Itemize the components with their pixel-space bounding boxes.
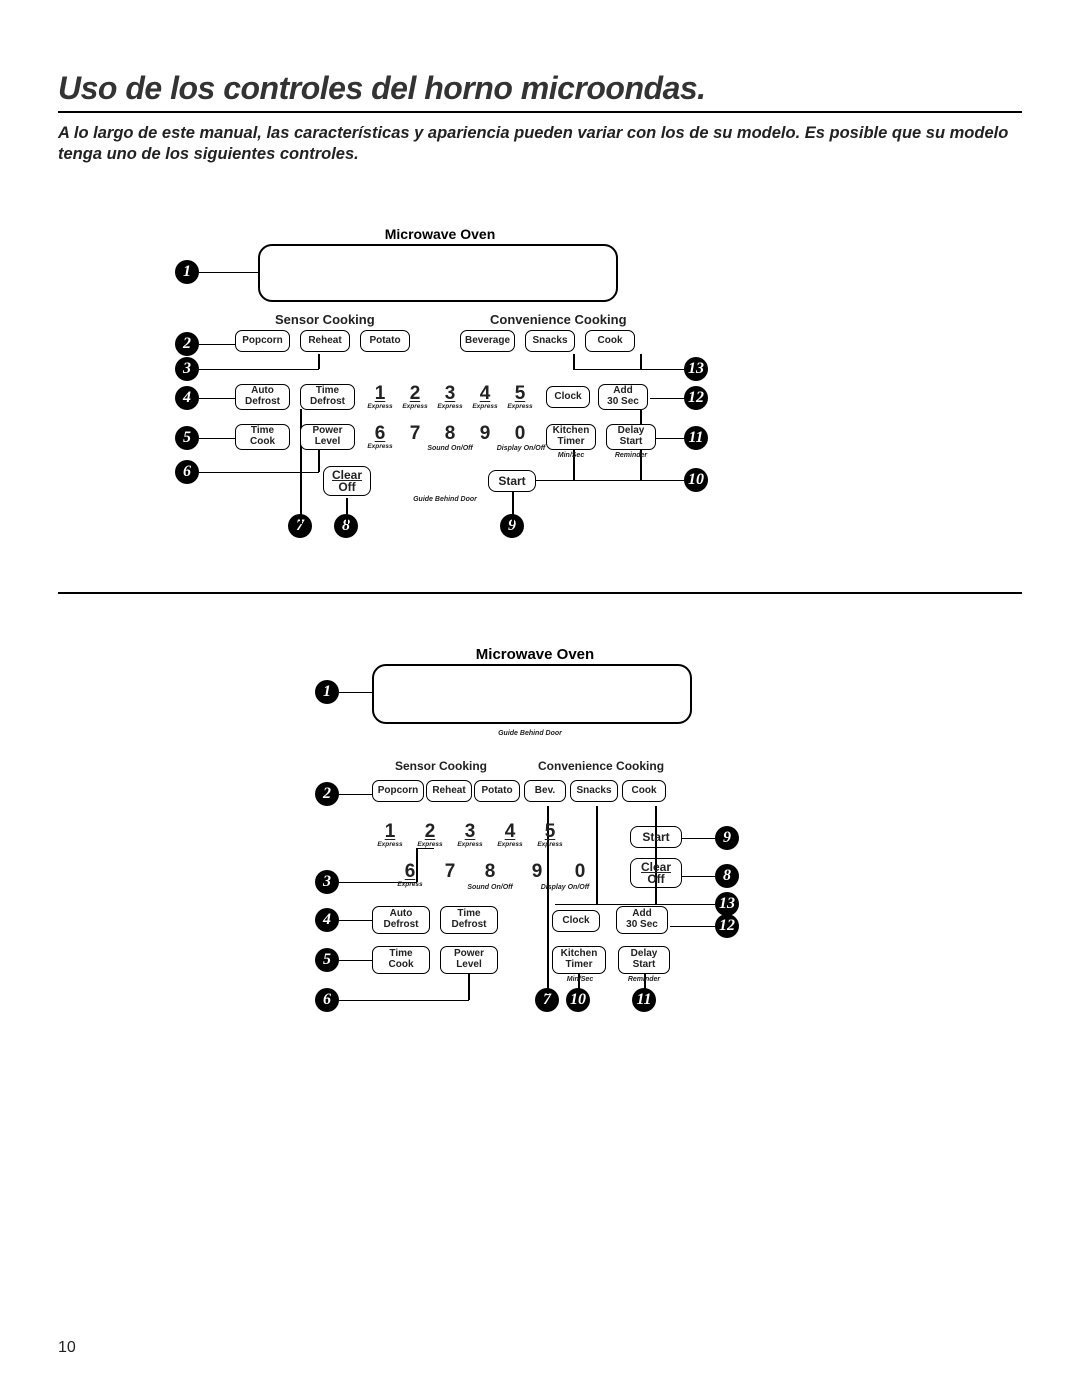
btn-timedefrost[interactable]: Time Defrost: [300, 384, 355, 410]
label-minsec2: Min/Sec: [560, 976, 600, 983]
label-reminder: Reminder: [609, 452, 653, 459]
num2-3[interactable]: 3Express: [455, 822, 485, 849]
label-sound2: Sound On/Off: [460, 884, 520, 891]
label-reminder2: Reminder: [622, 976, 666, 983]
btn2-reheat[interactable]: Reheat: [426, 780, 472, 802]
num-1[interactable]: 1Express: [365, 384, 395, 411]
btn-beverage[interactable]: Beverage: [460, 330, 515, 352]
label-minsec: Min/Sec: [551, 452, 591, 459]
callout2-6: 6: [315, 988, 339, 1012]
num-4[interactable]: 4Express: [470, 384, 500, 411]
num2-2[interactable]: 2Express: [415, 822, 445, 849]
num2-9[interactable]: 9: [522, 862, 552, 881]
btn-power[interactable]: Power Level: [300, 424, 355, 450]
btn-clock[interactable]: Clock: [546, 386, 590, 408]
label-conv2: Convenience Cooking: [538, 759, 664, 773]
display-panel: [258, 244, 618, 302]
btn-add30[interactable]: Add 30 Sec: [598, 384, 648, 410]
callout-4: 4: [175, 386, 199, 410]
btn-autodefrost[interactable]: Auto Defrost: [235, 384, 290, 410]
callout2-1: 1: [315, 680, 339, 704]
page-title: Uso de los controles del horno microonda…: [58, 70, 1022, 113]
btn-popcorn[interactable]: Popcorn: [235, 330, 290, 352]
callout2-9: 9: [715, 826, 739, 850]
control-diagram-2: 1 2 3 4 5 6 7 10 11 9 8 13 12: [260, 644, 820, 1034]
callout2-3: 3: [315, 870, 339, 894]
callout-1: 1: [175, 260, 199, 284]
label-sensor2: Sensor Cooking: [395, 759, 487, 773]
num2-5[interactable]: 5Express: [535, 822, 565, 849]
control-diagram-1: 1 2 3 4 5 6 7 8 9 13 12 11 10: [160, 224, 920, 564]
num2-1[interactable]: 1Express: [375, 822, 405, 849]
callout2-8: 8: [715, 864, 739, 888]
btn-ktimer[interactable]: Kitchen Timer: [546, 424, 596, 450]
callout-11: 11: [684, 426, 708, 450]
display-panel2: [372, 664, 692, 724]
num2-7[interactable]: 7: [435, 862, 465, 881]
divider: [58, 592, 1022, 594]
callout2-13: 13: [715, 892, 739, 916]
label-displayonoff: Display On/Off: [492, 445, 550, 452]
num-2[interactable]: 2Express: [400, 384, 430, 411]
callout2-12: 12: [715, 914, 739, 938]
oven-label2: Microwave Oven: [455, 646, 615, 663]
btn-cook[interactable]: Cook: [585, 330, 635, 352]
btn-timecook[interactable]: Time Cook: [235, 424, 290, 450]
btn2-popcorn[interactable]: Popcorn: [372, 780, 424, 802]
callout-3: 3: [175, 357, 199, 381]
btn-snacks[interactable]: Snacks: [525, 330, 575, 352]
num-9[interactable]: 9: [470, 424, 500, 443]
btn2-timedef[interactable]: Time Defrost: [440, 906, 498, 934]
callout-12: 12: [684, 386, 708, 410]
num2-0[interactable]: 0: [565, 862, 595, 881]
btn2-delay[interactable]: Delay Start: [618, 946, 670, 974]
manual-page: Uso de los controles del horno microonda…: [0, 0, 1080, 1397]
num2-4[interactable]: 4Express: [495, 822, 525, 849]
callout-10: 10: [684, 468, 708, 492]
btn2-cook[interactable]: Cook: [622, 780, 666, 802]
callout2-5: 5: [315, 948, 339, 972]
callout-5: 5: [175, 426, 199, 450]
callout2-2: 2: [315, 782, 339, 806]
callout-6: 6: [175, 460, 199, 484]
label-conv: Convenience Cooking: [490, 312, 627, 327]
btn-start[interactable]: Start: [488, 470, 536, 492]
page-subtitle: A lo largo de este manual, las caracterí…: [58, 123, 1022, 166]
num-8[interactable]: 8: [435, 424, 465, 443]
btn-potato[interactable]: Potato: [360, 330, 410, 352]
btn-clearoff[interactable]: ClearOff: [323, 466, 371, 496]
num2-6[interactable]: 6Express: [395, 862, 425, 889]
btn2-autodef[interactable]: Auto Defrost: [372, 906, 430, 934]
btn-delay[interactable]: Delay Start: [606, 424, 656, 450]
callout2-4: 4: [315, 908, 339, 932]
label-guide: Guide Behind Door: [400, 496, 490, 503]
label-sound: Sound On/Off: [420, 445, 480, 452]
btn2-ktimer[interactable]: Kitchen Timer: [552, 946, 606, 974]
btn2-add30[interactable]: Add 30 Sec: [616, 906, 668, 934]
num2-8[interactable]: 8: [475, 862, 505, 881]
callout-13: 13: [684, 357, 708, 381]
btn2-clearoff[interactable]: ClearOff: [630, 858, 682, 888]
num-3[interactable]: 3Express: [435, 384, 465, 411]
num-7[interactable]: 7: [400, 424, 430, 443]
label-displayonoff2: Display On/Off: [535, 884, 595, 891]
label-guide2: Guide Behind Door: [485, 730, 575, 737]
btn2-timecook[interactable]: Time Cook: [372, 946, 430, 974]
oven-label: Microwave Oven: [360, 226, 520, 242]
btn2-snacks[interactable]: Snacks: [570, 780, 618, 802]
label-sensor: Sensor Cooking: [275, 312, 375, 327]
btn2-power[interactable]: Power Level: [440, 946, 498, 974]
callout-2: 2: [175, 332, 199, 356]
btn-reheat[interactable]: Reheat: [300, 330, 350, 352]
btn2-potato[interactable]: Potato: [474, 780, 520, 802]
num-6[interactable]: 6Express: [365, 424, 395, 451]
btn2-clock[interactable]: Clock: [552, 910, 600, 932]
num-0[interactable]: 0: [505, 424, 535, 443]
btn2-start[interactable]: Start: [630, 826, 682, 848]
num-5[interactable]: 5Express: [505, 384, 535, 411]
page-number: 10: [58, 1339, 76, 1357]
btn2-bev[interactable]: Bev.: [524, 780, 566, 802]
